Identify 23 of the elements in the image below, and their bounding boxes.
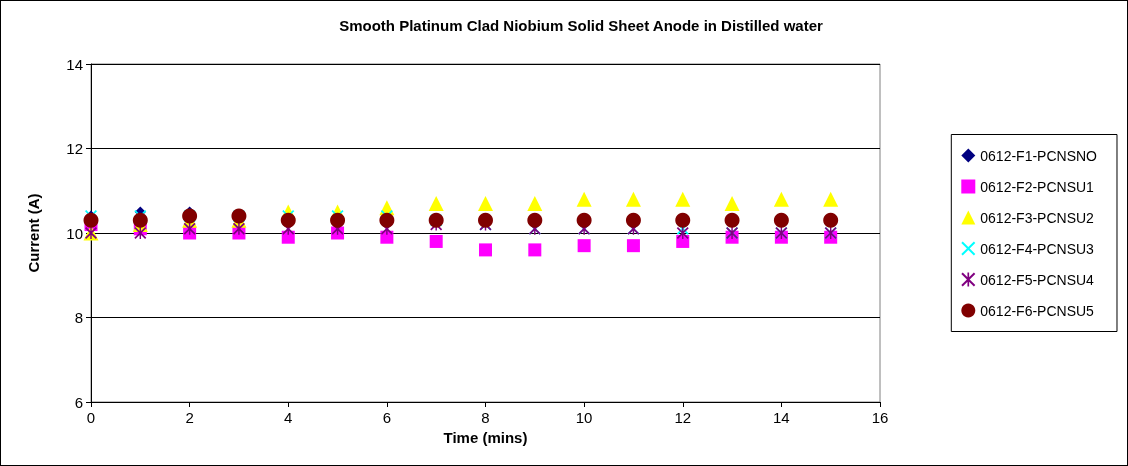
y-tick-label: 6 bbox=[74, 393, 83, 411]
x-tick-label: 12 bbox=[674, 409, 692, 426]
x-tick-label: 8 bbox=[481, 409, 490, 426]
x-tick-label: 14 bbox=[773, 409, 790, 426]
y-tick-label: 10 bbox=[66, 224, 83, 242]
x-tick-label: 6 bbox=[382, 409, 392, 426]
x-tick-label: 16 bbox=[871, 409, 889, 426]
x-tick-label: 10 bbox=[575, 409, 593, 426]
y-tick-label: 8 bbox=[74, 309, 83, 326]
y-axis-title: Current (A) bbox=[25, 193, 42, 273]
chart-title: Smooth Platinum Clad Niobium Solid Sheet Anode in Distilled water bbox=[339, 17, 823, 34]
legend-label: 0612-F5-PCNSU4 bbox=[980, 271, 1095, 288]
x-tick-label: 4 bbox=[284, 409, 293, 426]
x-tick-label: 2 bbox=[185, 409, 194, 426]
x-tick-label: 0 bbox=[86, 409, 96, 426]
x-axis-title: Time (mins) bbox=[443, 428, 528, 446]
y-tick-label: 14 bbox=[66, 55, 83, 73]
legend-label: 0612-F6-PCNSU5 bbox=[980, 302, 1095, 319]
y-tick-label: 12 bbox=[66, 140, 83, 157]
legend-label: 0612-F2-PCNSU1 bbox=[980, 178, 1095, 195]
legend-label: 0612-F4-PCNSU3 bbox=[980, 240, 1095, 257]
legend-label: 0612-F3-PCNSU2 bbox=[980, 209, 1095, 226]
legend-label: 0612-F1-PCNSNO bbox=[980, 147, 1098, 164]
